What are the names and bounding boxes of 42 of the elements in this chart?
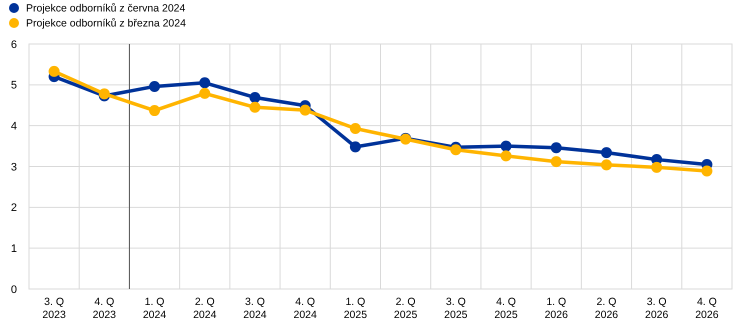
y-tick-label: 1: [10, 243, 17, 256]
x-tick-label: 3. Q 2026: [645, 296, 669, 321]
point: [350, 123, 361, 134]
point: [149, 105, 160, 116]
point: [350, 141, 361, 152]
point: [701, 165, 712, 176]
y-tick-label: 3: [10, 161, 17, 174]
point: [149, 80, 160, 92]
x-tick-label: 3. Q 2025: [444, 296, 468, 321]
point: [500, 150, 512, 162]
y-tick-label: 6: [10, 38, 17, 51]
x-tick-label: 3. Q 2024: [243, 296, 267, 321]
point: [48, 66, 60, 77]
point: [651, 162, 662, 173]
point: [600, 147, 612, 158]
point: [500, 140, 512, 152]
point: [300, 104, 311, 116]
x-tick-label: 2. Q 2025: [394, 296, 418, 321]
point: [600, 159, 612, 170]
point: [450, 144, 462, 156]
y-tick-label: 2: [10, 202, 17, 214]
y-tick-label: 4: [10, 120, 17, 133]
point: [199, 88, 210, 99]
x-tick-label: 1. Q 2024: [142, 296, 166, 321]
x-tick-label: 4. Q 2024: [294, 296, 318, 321]
legend-label: Projekce odborníků z března 2024: [26, 18, 186, 30]
y-tick-label: 0: [10, 284, 17, 296]
point: [249, 102, 260, 113]
x-tick-label: 4. Q 2025: [494, 296, 518, 321]
x-tick-label: 3. Q 2023: [42, 296, 66, 321]
x-tick-label: 1. Q 2026: [544, 296, 568, 321]
x-tick-label: 1. Q 2025: [344, 296, 368, 321]
legend-label: Projekce odborníků z června 2024: [26, 2, 186, 15]
x-tick-label: 2. Q 2026: [594, 296, 618, 321]
point: [550, 156, 562, 168]
point: [199, 77, 210, 88]
point: [249, 92, 260, 103]
x-tick-label: 4. Q 2026: [695, 296, 719, 321]
x-tick-label: 4. Q 2023: [92, 296, 116, 321]
point: [550, 142, 562, 154]
x-tick-label: 2. Q 2024: [193, 296, 217, 321]
y-tick-label: 5: [10, 80, 17, 92]
